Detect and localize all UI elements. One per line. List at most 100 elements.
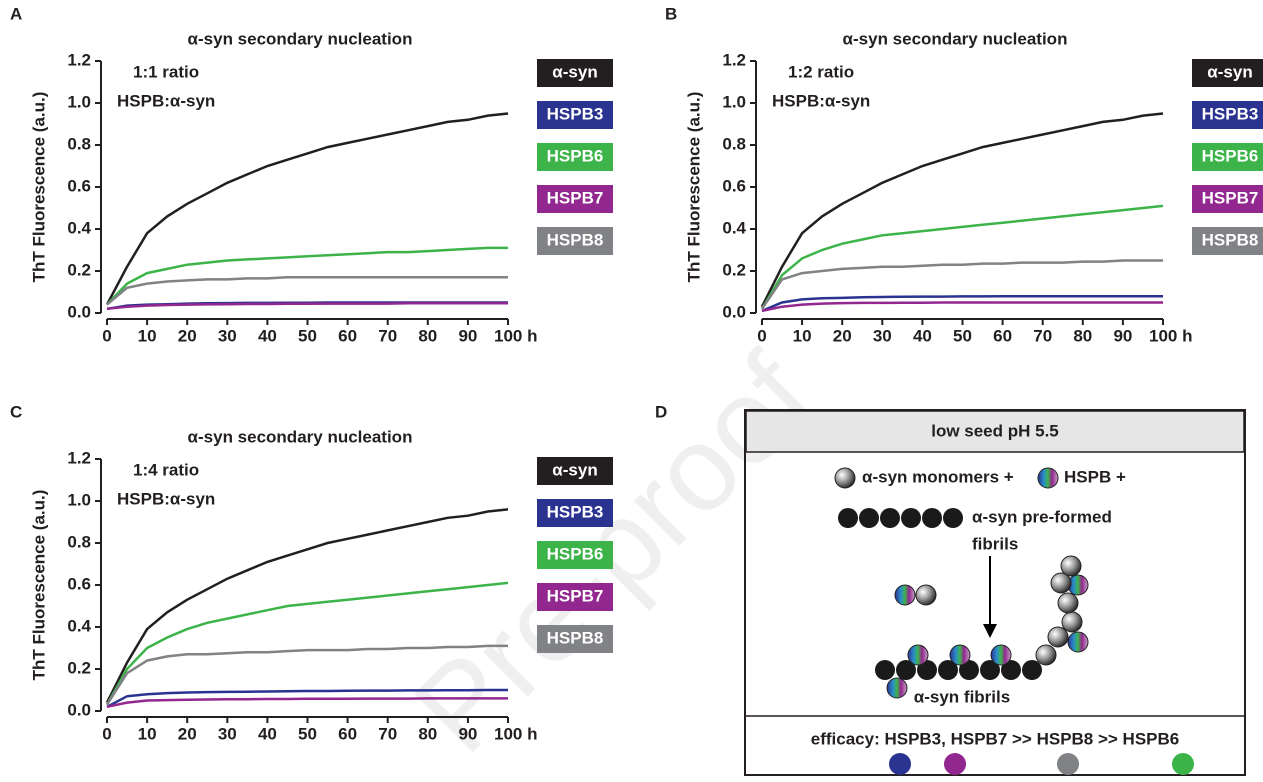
series-line: [106, 302, 508, 311]
y-tick-label: 0.4: [722, 218, 746, 237]
legend-swatch: [537, 541, 613, 569]
y-tick-label: 1.0: [67, 490, 91, 509]
legend-label: HSPB7: [1202, 188, 1259, 207]
y-tick-label: 0.6: [722, 176, 746, 195]
x-tick-label: 60: [338, 326, 357, 345]
x-tick-label: 10: [138, 326, 157, 345]
y-tick-label: 0.4: [67, 616, 91, 635]
legend-label: HSPB7: [547, 188, 604, 207]
y-tick-label: 0.8: [722, 134, 746, 153]
y-tick-label: 1.0: [722, 92, 746, 111]
y-tick-label: 1.2: [67, 448, 91, 467]
legend-swatch: [1192, 227, 1263, 255]
legend-label: HSPB3: [547, 104, 604, 123]
legend-swatch: [537, 143, 613, 171]
x-tick-label: 100 h: [494, 724, 537, 743]
y-tick-label: 0.8: [67, 532, 91, 551]
x-tick-label: 50: [298, 326, 317, 345]
annotation: HSPB:α-syn: [117, 91, 215, 110]
diagram-frame: [744, 409, 1246, 776]
legend-label: HSPB6: [547, 146, 604, 165]
legend-swatch: [1192, 59, 1263, 87]
hspb-icon: [1037, 467, 1059, 489]
x-tick-label: 0: [102, 326, 111, 345]
series-line: [105, 112, 509, 306]
x-tick-label: 50: [953, 326, 972, 345]
legend-swatch: [537, 101, 613, 129]
monomer-icon: [1047, 626, 1069, 648]
legend-label: HSPB3: [547, 502, 604, 521]
annotation: HSPB:α-syn: [772, 91, 870, 110]
efficacy-dot: [1172, 753, 1194, 775]
legend-swatch: [537, 185, 613, 213]
x-tick-label: 80: [418, 724, 437, 743]
preformed-text-2: fibrils: [972, 534, 1018, 553]
hspb-text: HSPB +: [1064, 467, 1126, 486]
series-line: [761, 294, 1163, 313]
hspb-icon: [1067, 631, 1089, 653]
series-line: [760, 204, 1164, 310]
panel-label: B: [665, 4, 677, 23]
x-tick-label: 30: [218, 724, 237, 743]
legend-swatch: [1192, 185, 1263, 213]
hspb-icon: [990, 644, 1012, 666]
x-tick-label: 20: [833, 326, 852, 345]
x-tick-label: 70: [378, 326, 397, 345]
legend-swatch: [537, 583, 613, 611]
legend-label: α-syn: [552, 460, 597, 479]
monomer-icon: [834, 467, 856, 489]
monomer-icon: [1057, 592, 1079, 614]
series-line: [106, 697, 508, 709]
legend-swatch: [537, 457, 613, 485]
y-tick-label: 1.2: [722, 50, 746, 69]
x-tick-label: 70: [378, 724, 397, 743]
x-tick-label: 10: [793, 326, 812, 345]
chart-title: α-syn secondary nucleation: [188, 29, 413, 48]
x-tick-label: 20: [178, 724, 197, 743]
y-axis-label: ThT Fluorescence (a.u.): [29, 490, 48, 681]
efficacy-text: efficacy: HSPB3, HSPB7 >> HSPB8 >> HSPB6: [811, 729, 1180, 748]
legend-label: HSPB3: [1202, 104, 1259, 123]
legend-label: HSPB6: [1202, 146, 1259, 165]
x-tick-label: 0: [757, 326, 766, 345]
efficacy-dot: [1057, 753, 1079, 775]
legend-label: HSPB8: [547, 230, 604, 249]
legend-label: α-syn: [552, 62, 597, 81]
x-tick-label: 30: [218, 326, 237, 345]
legend-swatch: [537, 59, 613, 87]
legend-swatch: [537, 625, 613, 653]
monomer-text: α-syn monomers +: [862, 467, 1014, 486]
annotation: 1:4 ratio: [133, 460, 199, 479]
watermark: Pre-proof: [389, 329, 838, 778]
series-line: [761, 301, 1163, 313]
efficacy-dot: [889, 753, 911, 775]
legend-swatch: [1192, 143, 1263, 171]
x-tick-label: 40: [913, 326, 932, 345]
hspb-icon: [886, 677, 908, 699]
y-tick-label: 0.6: [67, 176, 91, 195]
x-tick-label: 20: [178, 326, 197, 345]
x-tick-label: 100 h: [494, 326, 537, 345]
preformed-fibril: [838, 508, 963, 528]
monomer-icon: [915, 584, 937, 606]
chart: Aα-syn secondary nucleation ThT Fluoresce…: [10, 4, 613, 345]
fibrils-text: α-syn fibrils: [914, 687, 1010, 706]
y-tick-label: 1.0: [67, 92, 91, 111]
y-tick-label: 0.4: [67, 218, 91, 237]
y-tick-label: 0.0: [722, 302, 746, 321]
monomer-icon: [1061, 611, 1083, 633]
series-line: [106, 688, 508, 708]
diagram-header-bg: [745, 410, 1245, 453]
series-line: [106, 276, 508, 306]
x-tick-label: 90: [458, 724, 477, 743]
series-line: [106, 246, 508, 306]
legend-label: HSPB6: [547, 544, 604, 563]
efficacy-dot: [944, 753, 966, 775]
y-tick-label: 1.2: [67, 50, 91, 69]
legend-label: HSPB7: [547, 586, 604, 605]
chart: Bα-syn secondary nucleation ThT Fluoresce…: [665, 4, 1263, 345]
y-tick-label: 0.2: [67, 260, 91, 279]
x-tick-label: 30: [873, 326, 892, 345]
x-tick-label: 10: [138, 724, 157, 743]
y-tick-label: 0.0: [67, 700, 91, 719]
